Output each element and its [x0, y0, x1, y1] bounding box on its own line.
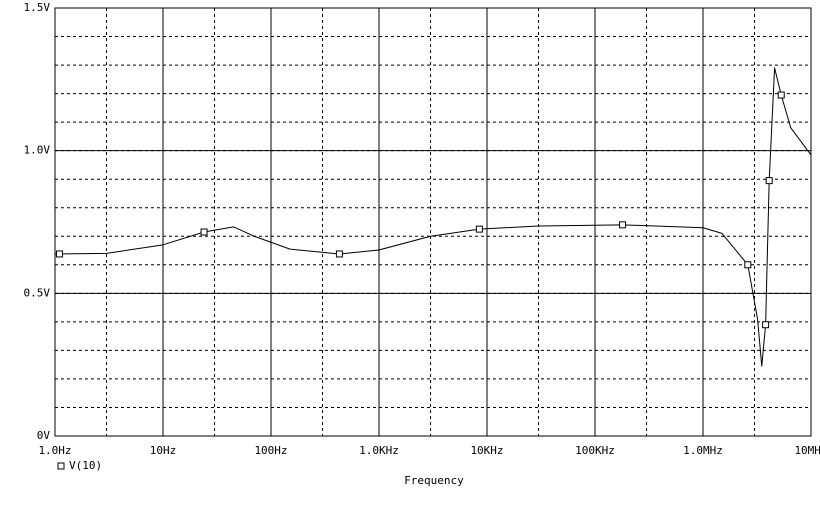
data-marker: [765, 177, 773, 185]
data-marker: [200, 228, 208, 236]
x-tick-label: 100Hz: [254, 444, 287, 457]
data-marker: [335, 250, 343, 258]
y-tick-label: 1.5V: [24, 1, 51, 14]
x-tick-label: 10Hz: [150, 444, 177, 457]
x-tick-label: 10KHz: [470, 444, 503, 457]
legend-marker: [57, 462, 65, 470]
legend-label: V(10): [69, 459, 102, 472]
data-marker: [619, 221, 627, 229]
x-tick-label: 1.0MHz: [683, 444, 723, 457]
x-tick-label: 1.0Hz: [38, 444, 71, 457]
x-tick-label: 100KHz: [575, 444, 615, 457]
data-marker: [475, 225, 483, 233]
y-tick-label: 1.0V: [24, 144, 51, 157]
plot-frame: [54, 7, 812, 437]
x-axis-label: Frequency: [404, 474, 464, 487]
x-tick-label: 1.0KHz: [359, 444, 399, 457]
data-marker: [777, 91, 785, 99]
data-marker: [762, 321, 770, 329]
y-tick-label: 0.5V: [24, 286, 51, 299]
y-tick-label: 0V: [37, 429, 51, 442]
series-line: [54, 67, 812, 367]
data-marker: [744, 261, 752, 269]
x-tick-label: 10MHz: [794, 444, 820, 457]
data-marker: [55, 250, 63, 258]
